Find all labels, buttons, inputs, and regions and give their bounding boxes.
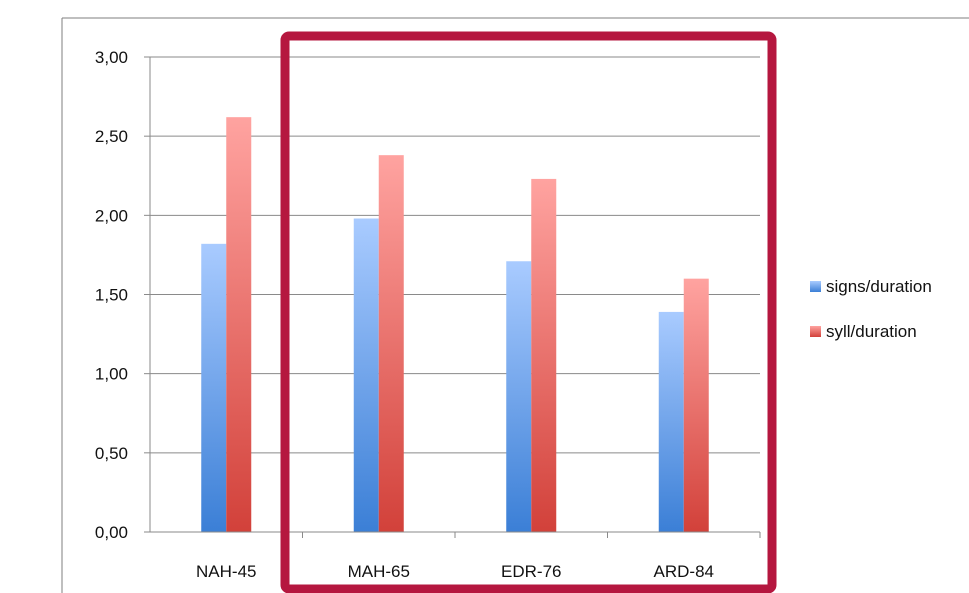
- y-tick-label: 1,50: [95, 286, 128, 305]
- y-tick-label: 0,00: [95, 523, 128, 542]
- outer-frame: [61, 17, 969, 593]
- x-category-label: EDR-76: [501, 562, 561, 581]
- x-category-label: MAH-65: [348, 562, 410, 581]
- bar-syll-nah-45: [226, 117, 252, 533]
- highlight-box: [280, 31, 777, 593]
- y-tick-label: 2,50: [95, 127, 128, 146]
- bar-signs-mah-65: [353, 218, 379, 532]
- x-category-label: NAH-45: [196, 562, 256, 581]
- y-tick-label: 2,00: [95, 206, 128, 225]
- y-tick-label: 3,00: [95, 48, 128, 67]
- bar-signs-edr-76: [506, 261, 532, 532]
- legend-label-syll: syll/duration: [826, 322, 917, 341]
- y-tick-label: 1,00: [95, 365, 128, 384]
- bar-syll-mah-65: [378, 155, 404, 532]
- bar-signs-nah-45: [201, 243, 227, 533]
- legend-swatch-syll: [810, 326, 821, 337]
- legend-swatch-signs: [810, 281, 821, 292]
- x-category-label: ARD-84: [654, 562, 714, 581]
- bar-signs-ard-84: [658, 311, 684, 532]
- bar-syll-ard-84: [683, 278, 709, 532]
- legend-label-signs: signs/duration: [826, 277, 932, 296]
- bar-syll-edr-76: [531, 178, 557, 532]
- y-tick-label: 0,50: [95, 444, 128, 463]
